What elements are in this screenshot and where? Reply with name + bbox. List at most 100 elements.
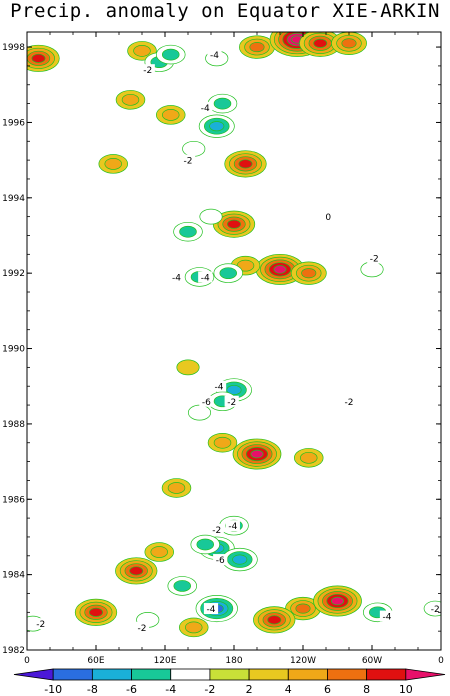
anomaly-mark xyxy=(173,221,203,242)
contour-label-bg xyxy=(198,271,213,283)
colorbar-segment xyxy=(327,668,368,681)
y-tick-label: 1994 xyxy=(2,194,25,204)
contour-label: -6 xyxy=(199,395,214,408)
contour-label: -2 xyxy=(341,395,357,408)
contour-label: -2 xyxy=(209,523,224,536)
anomaly-mark xyxy=(299,32,342,57)
anomaly-mark xyxy=(224,150,267,178)
anomaly-mark xyxy=(176,359,200,376)
anomaly-mark xyxy=(331,32,367,55)
anomaly-band xyxy=(227,219,241,229)
anomaly-mark xyxy=(156,44,186,65)
anomaly-band xyxy=(89,607,103,617)
contour-label-text: -2 xyxy=(345,398,354,408)
colorbar-label: 4 xyxy=(285,683,292,696)
anomaly-band xyxy=(185,621,203,634)
contour-label-text: -2 xyxy=(36,620,45,630)
contour-label-bg xyxy=(211,380,227,392)
contour-label: -4 xyxy=(379,610,395,623)
anomaly-mark xyxy=(156,105,186,125)
contour-label: -4 xyxy=(198,101,213,114)
contour-label-bg xyxy=(207,49,222,61)
anomaly-band xyxy=(213,436,232,449)
anomaly-band xyxy=(133,44,151,57)
contour-label-bg xyxy=(341,395,357,407)
colorbar-segment xyxy=(209,668,250,681)
anomaly-band xyxy=(196,538,215,551)
anomaly-band xyxy=(341,38,357,49)
contour-label: -2 xyxy=(134,621,150,634)
contour-label-text: -6 xyxy=(216,556,225,566)
contour-label-text: -4 xyxy=(201,273,210,283)
contour-label-text: -2 xyxy=(370,255,379,265)
anomaly-mark xyxy=(179,617,209,638)
contour-label-bg xyxy=(180,154,196,166)
anomaly-band xyxy=(173,580,192,592)
anomaly-band xyxy=(313,38,328,48)
contour-label-bg xyxy=(209,523,224,535)
anomaly-mark xyxy=(253,606,296,634)
y-tick-label: 1986 xyxy=(2,495,25,505)
contour-label-bg xyxy=(225,520,240,532)
contour-label-bg xyxy=(324,211,333,223)
anomaly-mark xyxy=(74,598,118,626)
anomaly-band xyxy=(209,121,225,132)
anomaly-mark xyxy=(232,438,282,470)
contour-label-text: -2 xyxy=(138,624,147,634)
anomaly-band xyxy=(162,48,180,61)
contour-label-text: 0 xyxy=(325,213,331,223)
contour-label-bg xyxy=(224,395,239,407)
x-tick-label: 120W xyxy=(290,656,316,666)
contour-label-text: -4 xyxy=(172,273,181,283)
contour-label-text: -6 xyxy=(202,398,211,408)
contour-label: -4 xyxy=(211,380,227,393)
contour-label-text: -2 xyxy=(212,526,221,536)
contour-label-bg xyxy=(198,101,213,113)
x-tick-label: 0 xyxy=(438,656,444,666)
x-tick-label: 60W xyxy=(362,656,382,666)
y-tick-label: 1996 xyxy=(2,118,25,128)
contour-label-text: -2 xyxy=(227,398,236,408)
contour-label-text: -2 xyxy=(184,157,193,167)
colorbar-segment xyxy=(170,668,211,681)
anomaly-mark xyxy=(167,576,198,596)
contour-label: -6 xyxy=(213,554,228,566)
anomaly-band xyxy=(301,268,317,279)
contour-label-text: -4 xyxy=(215,383,224,393)
x-tick-label: 120E xyxy=(154,656,177,666)
anomaly-mark xyxy=(207,432,238,453)
contour-label-text: -4 xyxy=(201,104,210,114)
contour-label-bg xyxy=(134,621,150,633)
anomaly-band xyxy=(267,615,282,625)
anomaly-field: -4-2-4-20-4 -4-2-4-6 -2 -2-4-2-6-2-4-4-2-2 xyxy=(27,32,441,638)
contour-label: -4 xyxy=(198,271,213,283)
anomaly-mark xyxy=(190,534,221,555)
anomaly-band xyxy=(300,451,318,464)
anomaly-mark xyxy=(221,547,258,572)
anomaly-mark xyxy=(198,114,235,138)
x-tick-label: 180 xyxy=(225,656,242,666)
anomaly-band xyxy=(232,554,248,565)
y-tick-label: 1984 xyxy=(2,571,25,581)
x-tick-label: 0 xyxy=(24,656,30,666)
colorbar-segment xyxy=(366,668,407,681)
contour-label: -2 xyxy=(180,154,196,167)
contour-label: -2 xyxy=(224,395,239,408)
colorbar-segment xyxy=(52,668,93,681)
contour-label-text: -4 xyxy=(228,522,237,532)
contour-label-bg xyxy=(140,64,155,76)
anomaly-mark xyxy=(313,585,362,617)
anomaly-band xyxy=(226,384,242,396)
anomaly-band xyxy=(179,225,197,238)
contour-label-bg xyxy=(169,271,184,283)
anomaly-mark xyxy=(161,478,192,498)
contour-label-bg xyxy=(213,554,228,566)
anomaly-mark xyxy=(98,154,128,174)
anomaly-mark xyxy=(290,261,327,285)
anomaly-band xyxy=(121,93,140,106)
anomaly-mark xyxy=(212,210,256,238)
colorbar-segment xyxy=(248,668,289,681)
anomaly-band xyxy=(104,158,122,170)
contour-label-text: -2 xyxy=(431,605,440,615)
colorbar-label: 10 xyxy=(399,683,413,696)
